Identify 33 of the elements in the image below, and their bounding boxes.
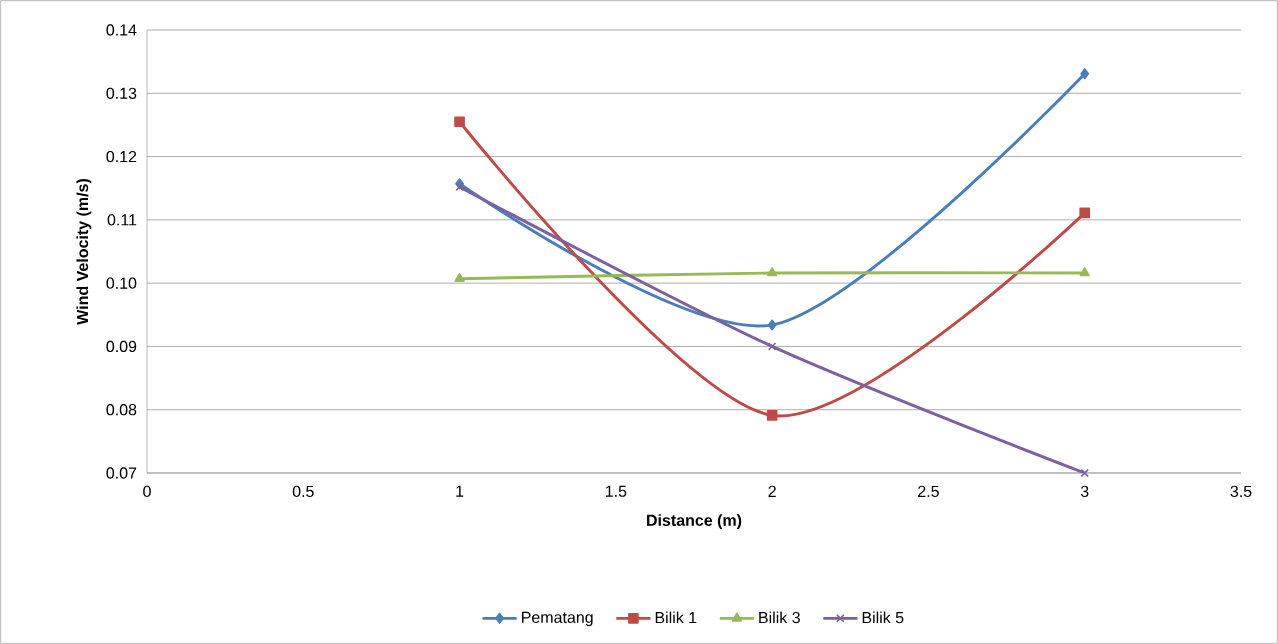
point: [767, 319, 777, 331]
x-tick-label: 1.5: [605, 485, 627, 497]
point: [766, 410, 778, 421]
y-tick-label: 0.09: [106, 340, 137, 353]
y-tick-label: 0.12: [106, 150, 137, 163]
y-tick-label: 0.08: [106, 404, 137, 416]
legend-label: Bilik 3: [759, 611, 800, 624]
point: [455, 182, 464, 192]
x-tick-label: 0.5: [292, 485, 314, 498]
y-tick-label: 0.11: [107, 214, 137, 226]
legend-label: Pematang: [522, 611, 593, 627]
x-tick-label: 0: [143, 485, 151, 498]
point: [767, 342, 777, 351]
point: [1079, 207, 1091, 219]
x-tick-label: 1: [456, 485, 464, 497]
y-tick-label: 0.10: [106, 277, 137, 289]
y-tick-label: 0.14: [106, 24, 137, 36]
x-tick-label: 3.5: [1230, 485, 1252, 498]
legend-label: Bilik 1: [655, 611, 697, 624]
y-tick-label: 0.13: [106, 87, 137, 99]
legend-label: Bilik 5: [862, 611, 904, 624]
point: [766, 267, 778, 277]
point: [1080, 468, 1089, 478]
point: [454, 116, 465, 128]
x-tick-label: 2: [768, 485, 776, 497]
point: [1080, 68, 1090, 80]
x-axis-title: Distance (m): [647, 514, 742, 530]
y-tick-label: 0.07: [106, 467, 137, 479]
point: [1079, 267, 1090, 277]
x-tick-label: 2.5: [918, 485, 939, 498]
x-tick-label: 3: [1080, 485, 1089, 498]
point: [454, 272, 465, 283]
y-axis-title: Wind Velocity (m/s): [76, 179, 92, 325]
